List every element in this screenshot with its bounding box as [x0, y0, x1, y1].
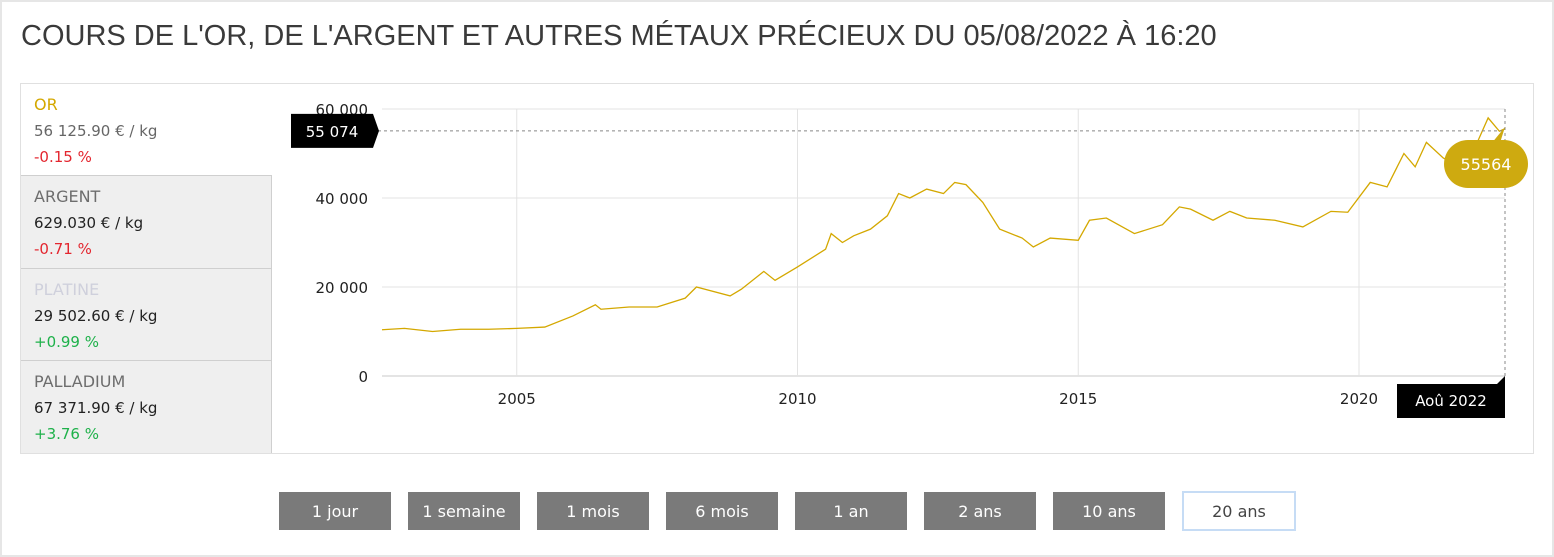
period-button-10-ans[interactable]: 10 ans — [1053, 492, 1165, 530]
x-tick-label: 2015 — [1059, 390, 1097, 408]
page-title: COURS DE L'OR, DE L'ARGENT ET AUTRES MÉT… — [21, 20, 1217, 52]
metal-change: +3.76 % — [34, 424, 99, 443]
y-tick-label: 0 — [358, 368, 368, 386]
period-button-20-ans[interactable]: 20 ans — [1182, 491, 1296, 531]
point-tooltip-bubble — [1444, 140, 1528, 188]
period-button-1-mois[interactable]: 1 mois — [537, 492, 649, 530]
period-selector: 1 jour 1 semaine 1 mois 6 mois 1 an 2 ans 10 a… — [279, 491, 1296, 531]
crosshair-y-label: 55 074 — [306, 123, 359, 141]
metal-item-argent[interactable]: ARGENT 629.030 € / kg -0.71 % — [21, 176, 272, 269]
metal-name: OR — [34, 95, 58, 114]
y-tick-label: 20 000 — [316, 279, 369, 297]
period-button-6-mois[interactable]: 6 mois — [666, 492, 778, 530]
metal-price: 56 125.90 € / kg — [34, 122, 158, 140]
metal-price: 67 371.90 € / kg — [34, 398, 158, 417]
gold-price-line — [381, 116, 1506, 333]
period-button-1-jour[interactable]: 1 jour — [279, 492, 391, 530]
metal-price: 629.030 € / kg — [34, 214, 144, 233]
x-tick-label: 2020 — [1340, 390, 1378, 408]
metal-change: -0.15 % — [34, 148, 92, 166]
crosshair-x-label: Aoû 2022 — [1415, 392, 1487, 410]
x-tick-label: 2010 — [778, 390, 816, 408]
y-tick-label: 40 000 — [316, 190, 369, 208]
period-button-1-an[interactable]: 1 an — [795, 492, 907, 530]
metal-change: +0.99 % — [34, 332, 99, 351]
metal-price: 29 502.60 € / kg — [34, 306, 158, 325]
metal-item-palladium[interactable]: PALLADIUM 67 371.90 € / kg +3.76 % — [21, 360, 272, 453]
metal-item-platine[interactable]: PLATINE 29 502.60 € / kg +0.99 % — [21, 268, 272, 361]
crosshair-y-label-box — [291, 113, 379, 148]
period-button-1-semaine[interactable]: 1 semaine — [408, 492, 520, 530]
period-button-2-ans[interactable]: 2 ans — [924, 492, 1036, 530]
point-tooltip-pointer — [1491, 127, 1505, 146]
metal-change: -0.71 % — [34, 240, 92, 259]
metal-name: PALLADIUM — [34, 371, 126, 391]
point-tooltip-value: 55564 — [1461, 155, 1512, 174]
metal-item-or[interactable]: OR 56 125.90 € / kg -0.15 % — [21, 84, 272, 177]
metal-list: OR 56 125.90 € / kg -0.15 % ARGENT 629.03… — [21, 84, 272, 453]
chart-panel: OR 56 125.90 € / kg -0.15 % ARGENT 629.03… — [20, 83, 1534, 454]
metal-name: ARGENT — [34, 187, 101, 207]
crosshair-x-label-box — [1397, 376, 1505, 418]
metal-name: PLATINE — [34, 279, 100, 299]
x-tick-label: 2005 — [498, 390, 536, 408]
